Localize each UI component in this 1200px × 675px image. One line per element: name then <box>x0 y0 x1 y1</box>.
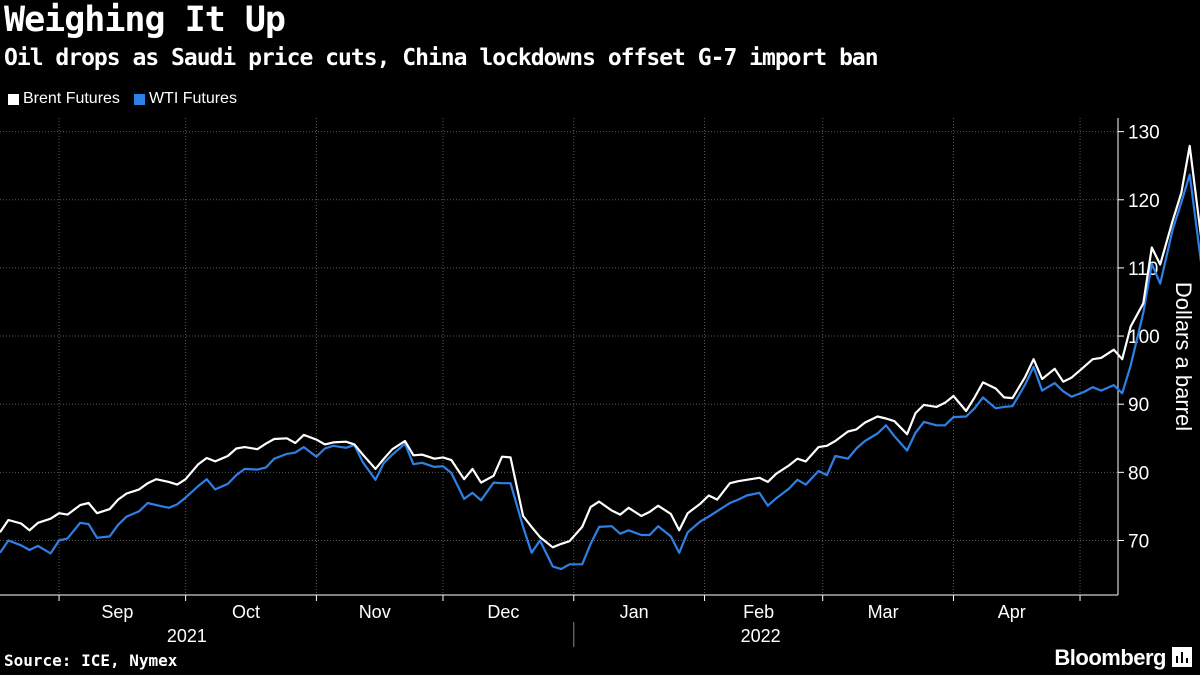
ytick-label-100: 100 <box>1128 327 1160 348</box>
chart-subtitle: Oil drops as Saudi price cuts, China loc… <box>4 45 879 71</box>
legend-label-brent: Brent Futures <box>23 90 120 107</box>
bloomberg-chart-icon <box>1172 647 1192 667</box>
legend: Brent Futures WTI Futures <box>8 90 237 108</box>
source-note: Source: ICE, Nymex <box>4 651 178 670</box>
legend-label-wti: WTI Futures <box>148 90 237 107</box>
y-axis-title: Dollars a barrel <box>1171 282 1196 431</box>
xtick-label-jan: Jan <box>620 602 649 622</box>
ytick-label-120: 120 <box>1128 191 1160 212</box>
xtick-label-feb: Feb <box>743 602 774 622</box>
series-brent-futures <box>0 144 1200 549</box>
chart-title: Weighing It Up <box>4 0 286 40</box>
ytick-label-130: 130 <box>1128 123 1160 144</box>
legend-item-wti: WTI Futures <box>133 90 237 108</box>
xtick-label-dec: Dec <box>487 602 519 622</box>
series-line-brent-futures <box>0 144 1200 549</box>
xtick-label-nov: Nov <box>359 602 391 622</box>
ytick-label-70: 70 <box>1128 531 1149 552</box>
xtick-label-mar: Mar <box>868 602 899 622</box>
year-label-2022: 2022 <box>741 626 781 646</box>
xtick-label-apr: Apr <box>998 602 1026 622</box>
legend-swatch-brent <box>8 93 19 105</box>
legend-item-brent: Brent Futures <box>8 90 120 108</box>
legend-swatch-wti <box>133 93 145 105</box>
xtick-label-sep: Sep <box>101 602 133 622</box>
year-label-2021: 2021 <box>167 626 207 646</box>
ytick-label-80: 80 <box>1128 463 1149 484</box>
xtick-label-oct: Oct <box>232 602 260 622</box>
brand-logo: Bloomberg <box>1054 645 1166 670</box>
series-wti-futures <box>0 173 1200 571</box>
series-line-wti-futures <box>0 173 1200 571</box>
ytick-label-90: 90 <box>1128 395 1149 416</box>
